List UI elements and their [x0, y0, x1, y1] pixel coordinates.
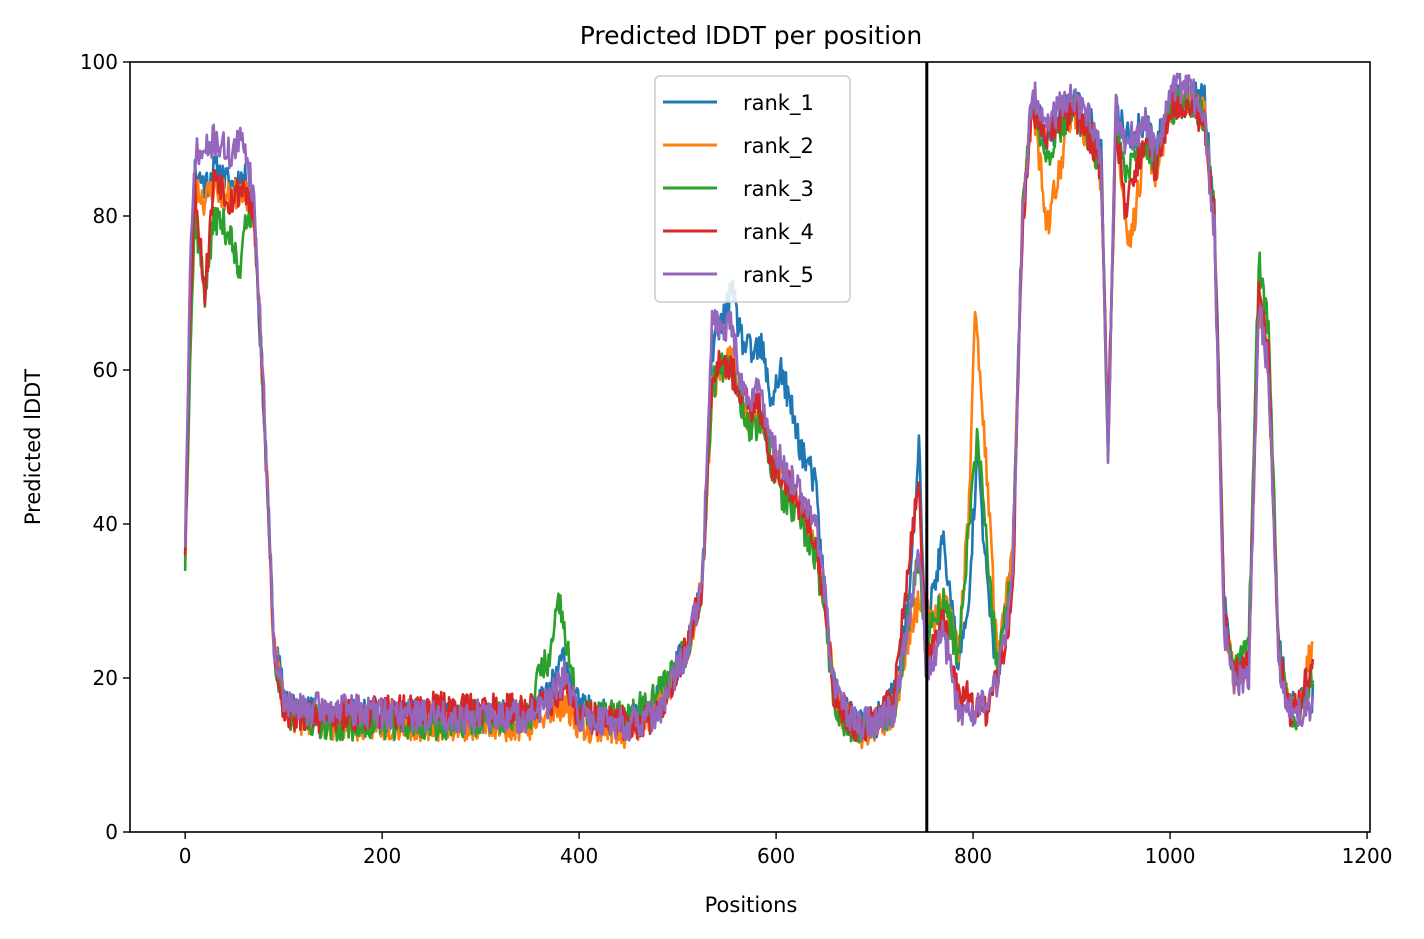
x-tick-label: 200: [363, 844, 401, 868]
legend-label-rank_3: rank_3: [743, 177, 814, 202]
legend-label-rank_5: rank_5: [743, 263, 814, 288]
x-axis-ticks: 0 200 400 600 800 1000 1200: [179, 832, 1393, 868]
plot-area-frame: [129, 61, 1371, 833]
legend-label-rank_2: rank_2: [743, 134, 814, 159]
x-tick-label: 0: [179, 844, 192, 868]
legend: rank_1 rank_2 rank_3 rank_4 rank_5: [654, 75, 851, 303]
y-axis-ticks: 0 20 40 60 80 100: [80, 50, 130, 844]
x-tick-label: 800: [954, 844, 992, 868]
x-tick-label: 600: [757, 844, 795, 868]
series-line-rank_3: [183, 83, 1315, 744]
y-axis-title: Predicted lDDT: [21, 369, 45, 525]
series-line-rank_5: [183, 72, 1315, 742]
x-tick-label: 400: [560, 844, 598, 868]
y-tick-label: 80: [93, 204, 118, 228]
y-tick-label: 40: [93, 512, 118, 536]
chart-title: Predicted lDDT per position: [580, 21, 922, 50]
x-tick-label: 1000: [1145, 844, 1196, 868]
x-axis-title: Positions: [705, 893, 798, 917]
legend-label-rank_4: rank_4: [743, 220, 814, 245]
y-tick-label: 100: [80, 50, 118, 74]
y-tick-label: 20: [93, 666, 118, 690]
legend-label-rank_1: rank_1: [743, 91, 814, 116]
x-tick-label: 1200: [1342, 844, 1393, 868]
legend-box: [654, 75, 851, 303]
series-layer: [183, 72, 1315, 750]
y-tick-label: 60: [93, 358, 118, 382]
y-tick-label: 0: [105, 820, 118, 844]
